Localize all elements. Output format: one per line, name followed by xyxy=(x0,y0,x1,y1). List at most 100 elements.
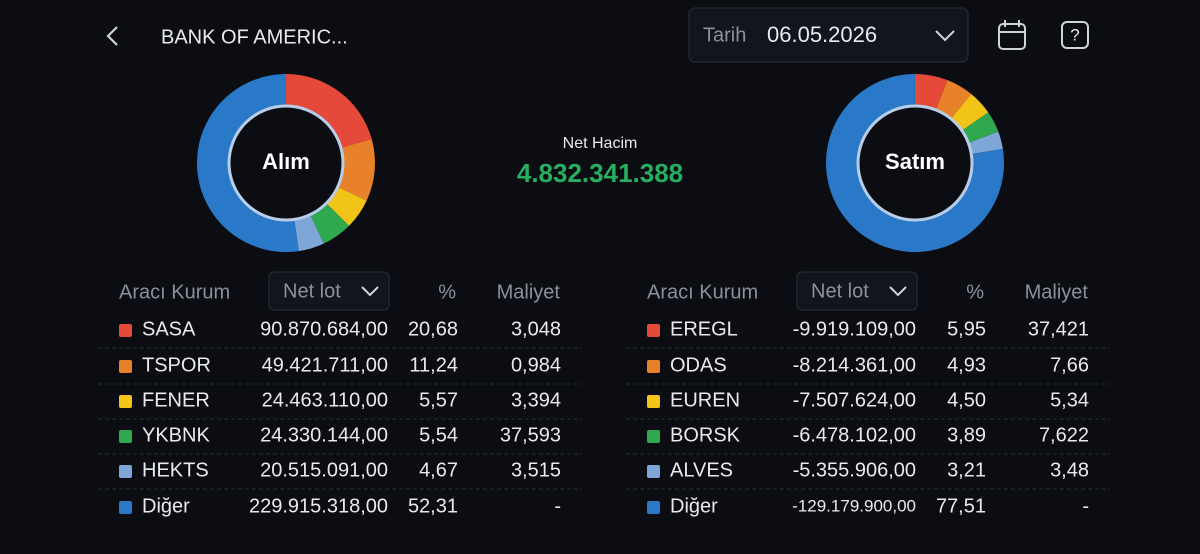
legend-swatch xyxy=(119,430,132,443)
legend-swatch xyxy=(647,430,660,443)
percent: 5,54 xyxy=(419,424,458,446)
broker-name: HEKTS xyxy=(142,459,209,481)
net-lot: -9.919.109,00 xyxy=(793,318,916,340)
donut-segment xyxy=(310,203,349,244)
net-lot: 24.330.144,00 xyxy=(260,424,388,446)
cost: 3,515 xyxy=(511,459,561,481)
broker-name: FENER xyxy=(142,389,210,411)
donut-inner-ring xyxy=(227,104,345,222)
sort-dropdown[interactable] xyxy=(268,271,390,311)
percent: 4,93 xyxy=(947,354,986,376)
donut-segment xyxy=(338,139,375,201)
broker-name: ODAS xyxy=(670,354,727,376)
broker-name: BORSK xyxy=(670,424,741,446)
donut-segment xyxy=(327,187,367,226)
title: BANK OF AMERIC... xyxy=(161,26,348,48)
legend-swatch xyxy=(119,324,132,337)
legend-swatch xyxy=(647,360,660,373)
percent: 52,31 xyxy=(408,495,458,517)
net-lot: 20.515.091,00 xyxy=(260,459,388,481)
donut-inner-ring xyxy=(856,104,974,222)
legend-swatch xyxy=(119,501,132,514)
donut-segment xyxy=(969,131,1003,154)
broker-name: Diğer xyxy=(670,495,718,517)
cost: 5,34 xyxy=(1050,389,1089,411)
donut-center xyxy=(231,108,341,218)
cost: 7,622 xyxy=(1039,424,1089,446)
percent: 3,21 xyxy=(947,459,986,481)
help-button[interactable]: ? xyxy=(1061,21,1089,49)
date-picker[interactable] xyxy=(688,7,969,63)
cost: 3,394 xyxy=(511,389,561,411)
net-lot: -8.214.361,00 xyxy=(793,354,916,376)
net-lot: -7.507.624,00 xyxy=(793,389,916,411)
legend-swatch xyxy=(119,360,132,373)
net-lot: 49.421.711,00 xyxy=(262,354,388,376)
net-lot: 24.463.110,00 xyxy=(262,389,388,411)
column-header: Aracı Kurum xyxy=(119,281,230,303)
donut-segment xyxy=(915,74,948,110)
cost: 37,421 xyxy=(1028,318,1089,340)
percent: 20,68 xyxy=(408,318,458,340)
cost: 3,048 xyxy=(511,318,561,340)
date-label: Tarih xyxy=(703,24,746,46)
legend-swatch xyxy=(119,465,132,478)
net-lot: 229.915.318,00 xyxy=(249,495,388,517)
percent: 3,89 xyxy=(947,424,986,446)
broker-name: SASA xyxy=(142,318,196,340)
net-lot: -129.179.900,00 xyxy=(792,496,916,515)
column-header: Aracı Kurum xyxy=(647,281,758,303)
legend-swatch xyxy=(647,501,660,514)
legend-swatch xyxy=(647,395,660,408)
net-lot: 90.870.684,00 xyxy=(260,318,388,340)
cost: - xyxy=(1082,495,1089,517)
cost: 37,593 xyxy=(500,424,561,446)
column-header: % xyxy=(966,281,984,303)
donut-label: Alım xyxy=(262,149,310,174)
legend-swatch xyxy=(119,395,132,408)
cost: - xyxy=(554,495,561,517)
broker-name: ALVES xyxy=(670,459,733,481)
sort-dropdown[interactable] xyxy=(796,271,918,311)
svg-text:?: ? xyxy=(1070,25,1079,44)
date-value: 06.05.2026 xyxy=(767,22,877,47)
percent: 5,95 xyxy=(947,318,986,340)
net-lot: -6.478.102,00 xyxy=(793,424,916,446)
broker-name: Diğer xyxy=(142,495,190,517)
sort-dropdown-label: Net lot xyxy=(283,280,341,302)
summary-value: 4.832.341.388 xyxy=(517,158,683,188)
legend-swatch xyxy=(647,465,660,478)
percent: 4,67 xyxy=(419,459,458,481)
donut-segment xyxy=(951,93,989,131)
sort-dropdown-label: Net lot xyxy=(811,280,869,302)
calendar-button[interactable] xyxy=(998,20,1026,50)
net-lot: -5.355.906,00 xyxy=(793,459,916,481)
donut-center xyxy=(860,108,970,218)
percent: 5,57 xyxy=(419,389,458,411)
donut-segment xyxy=(826,74,1004,253)
legend-swatch xyxy=(647,324,660,337)
cost: 7,66 xyxy=(1050,354,1089,376)
donut-segment xyxy=(962,112,999,143)
donut-segment xyxy=(197,74,299,252)
percent: 4,50 xyxy=(947,389,986,411)
summary-label: Net Hacim xyxy=(563,135,638,152)
donut-label: Satım xyxy=(885,149,945,174)
column-header: Maliyet xyxy=(1025,281,1089,303)
broker-name: EREGL xyxy=(670,318,738,340)
donut-segment xyxy=(294,215,324,252)
donut-segment xyxy=(936,80,972,119)
percent: 77,51 xyxy=(936,495,986,517)
sort-dropdown-icon xyxy=(361,286,379,297)
broker-name: TSPOR xyxy=(142,354,211,376)
donut-segment xyxy=(286,74,372,148)
cost: 3,48 xyxy=(1050,459,1089,481)
sort-dropdown-icon xyxy=(889,286,907,297)
date-dropdown-icon xyxy=(935,30,955,42)
percent: 11,24 xyxy=(409,354,458,376)
back-button[interactable] xyxy=(106,26,118,46)
broker-name: EUREN xyxy=(670,389,740,411)
cost: 0,984 xyxy=(511,354,561,376)
